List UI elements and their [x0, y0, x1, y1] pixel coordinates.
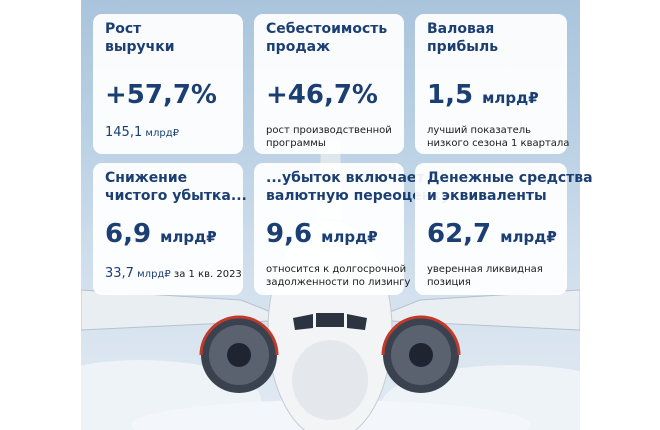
card-title-line-1: Себестоимость [266, 21, 388, 37]
card-title-line-2: выручки [105, 39, 175, 55]
card-value: +57,7% [105, 80, 217, 110]
card-title-line-2: продаж [266, 39, 330, 55]
card-title-line-1: Рост [105, 21, 142, 37]
card-note: 33,7 млрд₽ за 1 кв. 2023 [105, 267, 242, 281]
card-gross-profit: Валовая прибыль 1,5 млрд₽ лучший показат… [415, 14, 569, 154]
card-note-line-1: уверенная ликвидная [427, 264, 543, 275]
card-note-unit: млрд₽ [145, 128, 179, 139]
card-title: Снижение чистого убытка... [105, 169, 247, 205]
card-title-line-2: прибыль [427, 39, 499, 55]
card-note-line-2: программы [266, 138, 326, 149]
card-note-line-2: позиция [427, 277, 471, 288]
card-value-number: 1,5 [427, 80, 474, 110]
card-note: относится к долгосрочной задолженности п… [266, 263, 410, 289]
card-value-unit: млрд₽ [321, 228, 378, 246]
card-note-line-1: рост производственной [266, 125, 392, 136]
card-note-value: 33,7 [105, 266, 134, 281]
card-title-line-1: Валовая [427, 21, 495, 37]
card-currency-revaluation: ...убыток включает валютную переоценку 9… [254, 163, 451, 295]
card-title-line-2: чистого убытка... [105, 188, 247, 204]
card-title-line-1: Денежные средства [427, 170, 593, 186]
card-title-line-2: валютную переоценку [266, 188, 451, 204]
card-title: Денежные средства и эквиваленты [427, 169, 593, 205]
card-cost-of-sales: Себестоимость продаж +46,7% рост произво… [254, 14, 404, 154]
card-note-line-1: лучший показатель [427, 125, 532, 136]
card-note-unit: млрд₽ [137, 269, 171, 280]
card-note: 145,1 млрд₽ [105, 126, 179, 140]
card-note-line-2: задолженности по лизингу [266, 277, 411, 288]
card-note: рост производственной программы [266, 124, 392, 150]
card-value-number: +46,7% [266, 80, 378, 110]
card-note-period: за 1 кв. 2023 [173, 269, 242, 280]
card-title: ...убыток включает валютную переоценку [266, 169, 451, 205]
card-title: Рост выручки [105, 20, 231, 56]
card-note-line-2: низкого сезона 1 квартала [427, 138, 570, 149]
card-value-unit: млрд₽ [482, 89, 539, 107]
card-note-value: 145,1 [105, 125, 143, 140]
card-value-number: +57,7% [105, 80, 217, 110]
card-note: лучший показатель низкого сезона 1 кварт… [427, 124, 569, 150]
card-title: Себестоимость продаж [266, 20, 392, 56]
card-value-number: 6,9 [105, 219, 152, 249]
card-cash-equivalents: Денежные средства и эквиваленты 62,7 млр… [415, 163, 593, 295]
card-value-unit: млрд₽ [160, 228, 217, 246]
card-value: +46,7% [266, 80, 378, 110]
card-value: 6,9 млрд₽ [105, 219, 217, 249]
card-revenue-growth: Рост выручки +57,7% 145,1 млрд₽ [93, 14, 243, 154]
card-value-number: 9,6 [266, 219, 313, 249]
card-title-line-1: Снижение [105, 170, 188, 186]
card-value-unit: млрд₽ [500, 228, 557, 246]
card-value: 1,5 млрд₽ [427, 80, 539, 110]
card-net-loss-reduction: Снижение чистого убытка... 6,9 млрд₽ 33,… [93, 163, 247, 295]
card-value-number: 62,7 [427, 219, 492, 249]
card-note: уверенная ликвидная позиция [427, 263, 543, 289]
card-note-line-1: относится к долгосрочной [266, 264, 407, 275]
card-value: 62,7 млрд₽ [427, 219, 557, 249]
card-title-line-1: ...убыток включает [266, 170, 425, 186]
card-title: Валовая прибыль [427, 20, 555, 56]
card-title-line-2: и эквиваленты [427, 188, 547, 204]
card-value: 9,6 млрд₽ [266, 219, 378, 249]
